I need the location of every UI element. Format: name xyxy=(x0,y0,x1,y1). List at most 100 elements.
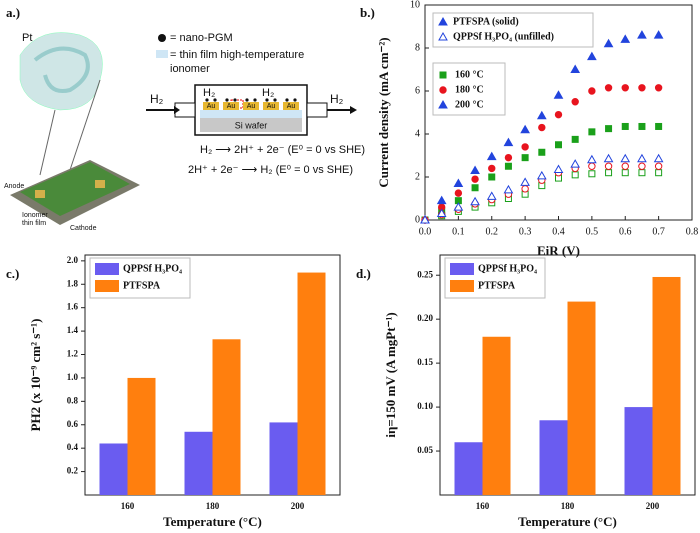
marker xyxy=(486,151,497,161)
pt-pattern xyxy=(33,46,90,93)
legend-swatch xyxy=(95,263,119,275)
marker xyxy=(653,30,664,39)
x-axis-label: Temperature (°C) xyxy=(163,514,262,529)
marker xyxy=(420,214,430,224)
ionomer-label: thin film xyxy=(22,220,46,227)
pad xyxy=(35,190,45,198)
y-tick-label: 0.2 xyxy=(67,466,79,476)
arrow-head xyxy=(350,106,357,114)
gold-pad xyxy=(203,102,219,110)
marker xyxy=(554,110,563,119)
marker xyxy=(621,162,629,170)
ionomer-icon xyxy=(156,50,168,58)
bar xyxy=(454,442,483,495)
pgm-icon xyxy=(158,34,166,42)
marker xyxy=(454,189,463,197)
legend-swatch xyxy=(450,263,474,275)
marker xyxy=(503,184,514,194)
marker xyxy=(587,154,597,164)
y-tick-label: 2 xyxy=(415,171,420,182)
marker xyxy=(553,164,564,173)
marker xyxy=(504,162,512,170)
pgm-dot xyxy=(285,98,289,102)
x-tick-label: 180 xyxy=(561,501,575,511)
marker xyxy=(521,154,529,162)
marker xyxy=(555,141,562,149)
panel-label: a.) xyxy=(6,5,20,20)
gold-label: Au xyxy=(207,103,216,110)
marker xyxy=(621,84,629,92)
marker xyxy=(520,124,530,134)
y-tick-label: 0.4 xyxy=(67,442,79,452)
marker xyxy=(553,90,564,99)
reaction: H₂ ⟶ 2H⁺ + 2e⁻ (E⁰ = 0 vs SHE) xyxy=(200,144,365,156)
y-tick-label: 0.20 xyxy=(417,313,433,323)
legend-marker xyxy=(438,99,448,109)
gold-pad xyxy=(283,102,299,110)
y-tick-label: 8 xyxy=(415,42,420,53)
y-tick-label: 1.4 xyxy=(67,325,79,335)
legend-label: QPPSf H₃PO₄ xyxy=(478,263,537,274)
x-tick-label: 0.6 xyxy=(619,226,632,237)
marker xyxy=(637,30,647,39)
marker xyxy=(638,162,646,170)
bar xyxy=(652,276,681,495)
marker xyxy=(486,191,497,200)
legend-label: PTFSPA xyxy=(123,280,161,291)
x-tick-label: 0.3 xyxy=(519,226,532,237)
x-tick-label: 0.7 xyxy=(652,226,665,237)
bar xyxy=(212,339,241,495)
marker xyxy=(637,153,647,163)
marker xyxy=(436,208,447,218)
legend-ionomer: ionomer xyxy=(170,63,210,75)
marker xyxy=(587,51,597,61)
panel-label: c.) xyxy=(6,266,19,281)
y-axis-label: PH2 (x 10⁻⁹ cm² s⁻¹) xyxy=(28,319,43,432)
legend-label: 160 °C xyxy=(455,69,484,80)
legend-label: 200 °C xyxy=(455,99,484,110)
marker xyxy=(470,165,480,175)
marker xyxy=(621,122,629,130)
marker xyxy=(654,84,663,92)
anode-label: Anode xyxy=(4,183,24,190)
legend-label: QPPSf H₃PO₄ (unfilled) xyxy=(453,31,554,42)
marker xyxy=(620,153,631,163)
marker xyxy=(570,64,581,73)
marker xyxy=(655,169,663,177)
marker xyxy=(471,184,479,192)
pgm-dot xyxy=(225,98,229,102)
y-tick-label: 0.8 xyxy=(67,395,79,405)
y-tick-label: 0.6 xyxy=(67,419,79,429)
marker xyxy=(538,148,546,156)
marker xyxy=(621,169,629,177)
zoom-line xyxy=(39,109,56,176)
y-axis-label: iη=150 mV (A mgPt⁻¹) xyxy=(383,312,398,437)
marker xyxy=(521,143,529,151)
gold-label: Au xyxy=(287,103,296,110)
x-tick-label: 180 xyxy=(206,501,220,511)
x-tick-label: 0.4 xyxy=(552,226,565,237)
x-tick-label: 160 xyxy=(476,501,490,511)
marker xyxy=(436,195,447,205)
y-tick-label: 10 xyxy=(410,0,420,10)
marker xyxy=(570,159,581,168)
pgm-dot xyxy=(213,98,217,102)
y-tick-label: 6 xyxy=(415,85,420,96)
marker xyxy=(653,153,664,163)
x-axis-label: EiR (V) xyxy=(537,243,580,258)
wafer xyxy=(200,118,302,132)
x-tick-label: 200 xyxy=(291,501,305,511)
h2-out: H₂ xyxy=(330,92,344,106)
y-tick-label: 0.15 xyxy=(417,357,433,367)
h2-in: H₂ xyxy=(150,92,164,106)
marker xyxy=(571,171,579,179)
x-tick-label: 0.2 xyxy=(486,226,499,237)
x-tick-label: 0.1 xyxy=(452,226,465,237)
marker xyxy=(588,128,596,136)
legend-marker xyxy=(438,16,448,26)
legend-box xyxy=(432,12,594,48)
legend-pgm: = nano-PGM xyxy=(170,32,233,44)
bar xyxy=(127,377,156,495)
pt-label: Pt xyxy=(22,32,32,44)
panel-label: b.) xyxy=(360,5,375,20)
